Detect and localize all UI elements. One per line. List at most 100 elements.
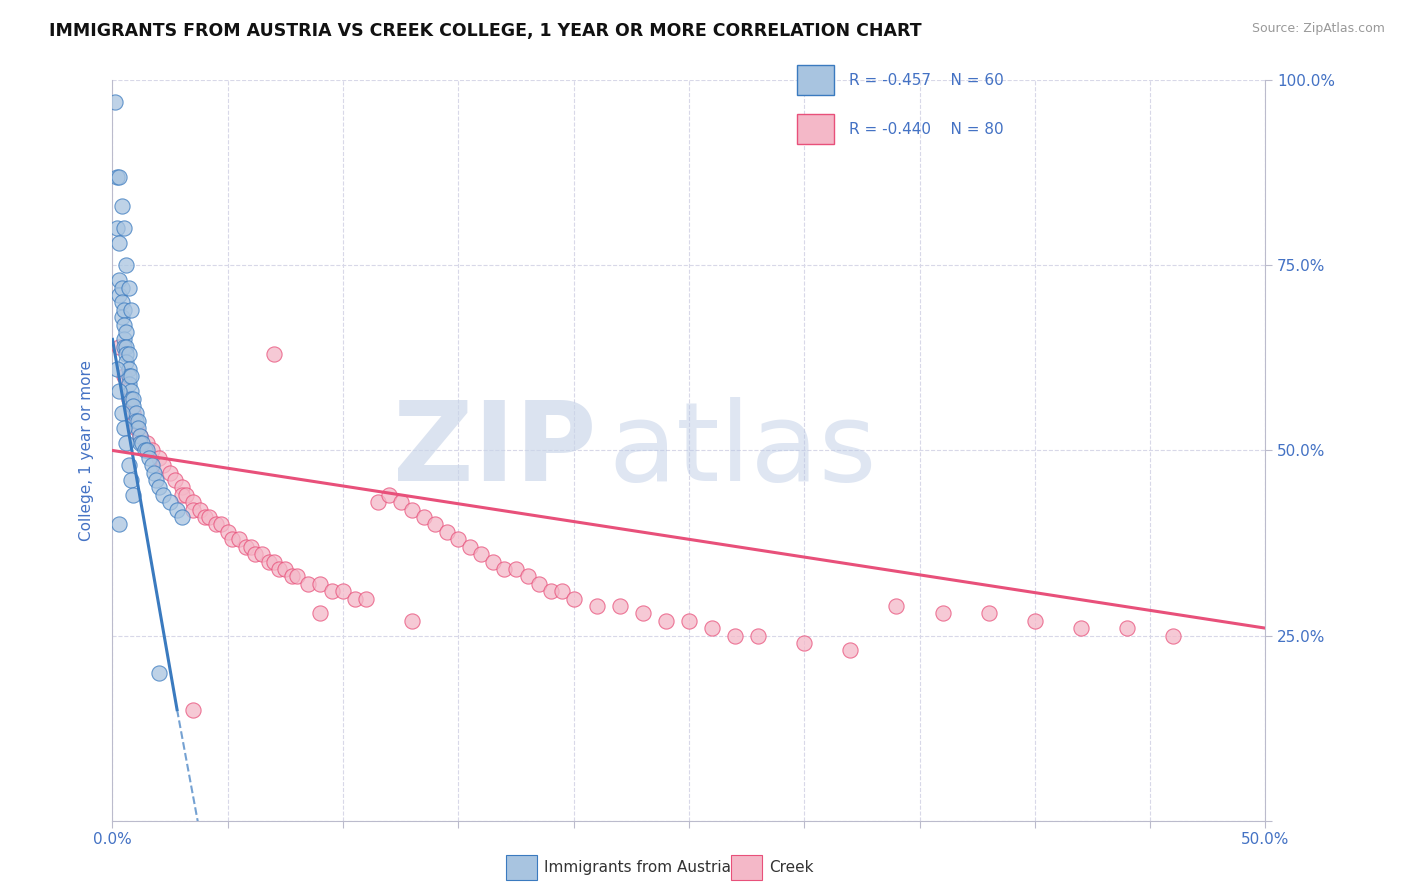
Point <box>194 510 217 524</box>
Point <box>122 488 145 502</box>
Point <box>108 288 131 302</box>
Point <box>112 421 135 435</box>
Point <box>412 510 434 524</box>
Point <box>181 502 204 516</box>
Point <box>166 502 188 516</box>
Point <box>245 547 267 561</box>
Point <box>141 443 163 458</box>
Point <box>1070 621 1092 635</box>
Point <box>148 450 170 465</box>
Point <box>931 607 953 621</box>
Point <box>494 562 516 576</box>
Point <box>111 199 134 213</box>
Point <box>609 599 631 613</box>
Point <box>977 607 1000 621</box>
Point <box>401 502 423 516</box>
Text: Source: ZipAtlas.com: Source: ZipAtlas.com <box>1251 22 1385 36</box>
Point <box>482 555 505 569</box>
Point <box>839 643 862 657</box>
Point <box>122 399 145 413</box>
Point <box>112 302 135 317</box>
Point <box>117 280 139 294</box>
Point <box>108 273 131 287</box>
Point <box>120 392 142 406</box>
Point <box>793 636 815 650</box>
Point <box>117 369 139 384</box>
Point <box>112 332 135 346</box>
Point <box>401 614 423 628</box>
Point <box>209 517 232 532</box>
Point <box>425 517 447 532</box>
Point <box>259 555 281 569</box>
Point <box>188 502 211 516</box>
Point <box>159 466 181 480</box>
Point <box>127 414 149 428</box>
Point <box>115 436 138 450</box>
Point <box>516 569 538 583</box>
Point <box>470 547 492 561</box>
Point <box>886 599 908 613</box>
Point <box>127 421 149 435</box>
Point <box>389 495 412 509</box>
Point <box>170 480 193 494</box>
Point <box>274 562 297 576</box>
Point <box>527 576 550 591</box>
Point <box>117 362 139 376</box>
Point <box>505 562 527 576</box>
Point <box>120 384 142 399</box>
Point <box>111 280 134 294</box>
Point <box>631 607 654 621</box>
Point <box>655 614 678 628</box>
Point <box>747 628 769 642</box>
Point <box>120 369 142 384</box>
Point <box>120 473 142 487</box>
Point <box>205 517 228 532</box>
Text: Creek: Creek <box>769 861 814 875</box>
Point <box>138 450 160 465</box>
Point <box>228 533 250 547</box>
Point <box>136 443 159 458</box>
Point <box>122 407 145 421</box>
Point <box>343 591 366 606</box>
Point <box>174 488 197 502</box>
Point <box>124 414 146 428</box>
FancyBboxPatch shape <box>797 65 834 95</box>
Point <box>1116 621 1139 635</box>
Point <box>108 169 131 184</box>
Point <box>217 524 239 539</box>
Point <box>115 325 138 339</box>
Point <box>115 354 138 368</box>
Point <box>105 362 128 376</box>
Point <box>105 169 128 184</box>
Point <box>263 555 285 569</box>
Point <box>108 236 131 251</box>
Point <box>378 488 401 502</box>
Point <box>115 347 138 361</box>
Text: atlas: atlas <box>609 397 877 504</box>
Point <box>112 369 135 384</box>
Text: ZIP: ZIP <box>394 397 596 504</box>
Text: R = -0.457    N = 60: R = -0.457 N = 60 <box>849 72 1004 87</box>
Point <box>129 436 152 450</box>
Point <box>354 591 377 606</box>
Point <box>117 458 139 473</box>
Point <box>143 466 166 480</box>
Point <box>105 221 128 235</box>
Point <box>141 458 163 473</box>
Point <box>235 540 257 554</box>
Point <box>111 407 134 421</box>
Point <box>134 443 156 458</box>
Text: IMMIGRANTS FROM AUSTRIA VS CREEK COLLEGE, 1 YEAR OR MORE CORRELATION CHART: IMMIGRANTS FROM AUSTRIA VS CREEK COLLEGE… <box>49 22 922 40</box>
Point <box>108 340 131 354</box>
Point <box>131 436 153 450</box>
Point <box>159 495 181 509</box>
Point <box>562 591 585 606</box>
Y-axis label: College, 1 year or more: College, 1 year or more <box>79 360 94 541</box>
Point <box>540 584 562 599</box>
Point <box>152 458 174 473</box>
Point <box>111 295 134 310</box>
Point <box>104 95 127 110</box>
Point <box>117 347 139 361</box>
Point <box>181 495 204 509</box>
Point <box>108 384 131 399</box>
